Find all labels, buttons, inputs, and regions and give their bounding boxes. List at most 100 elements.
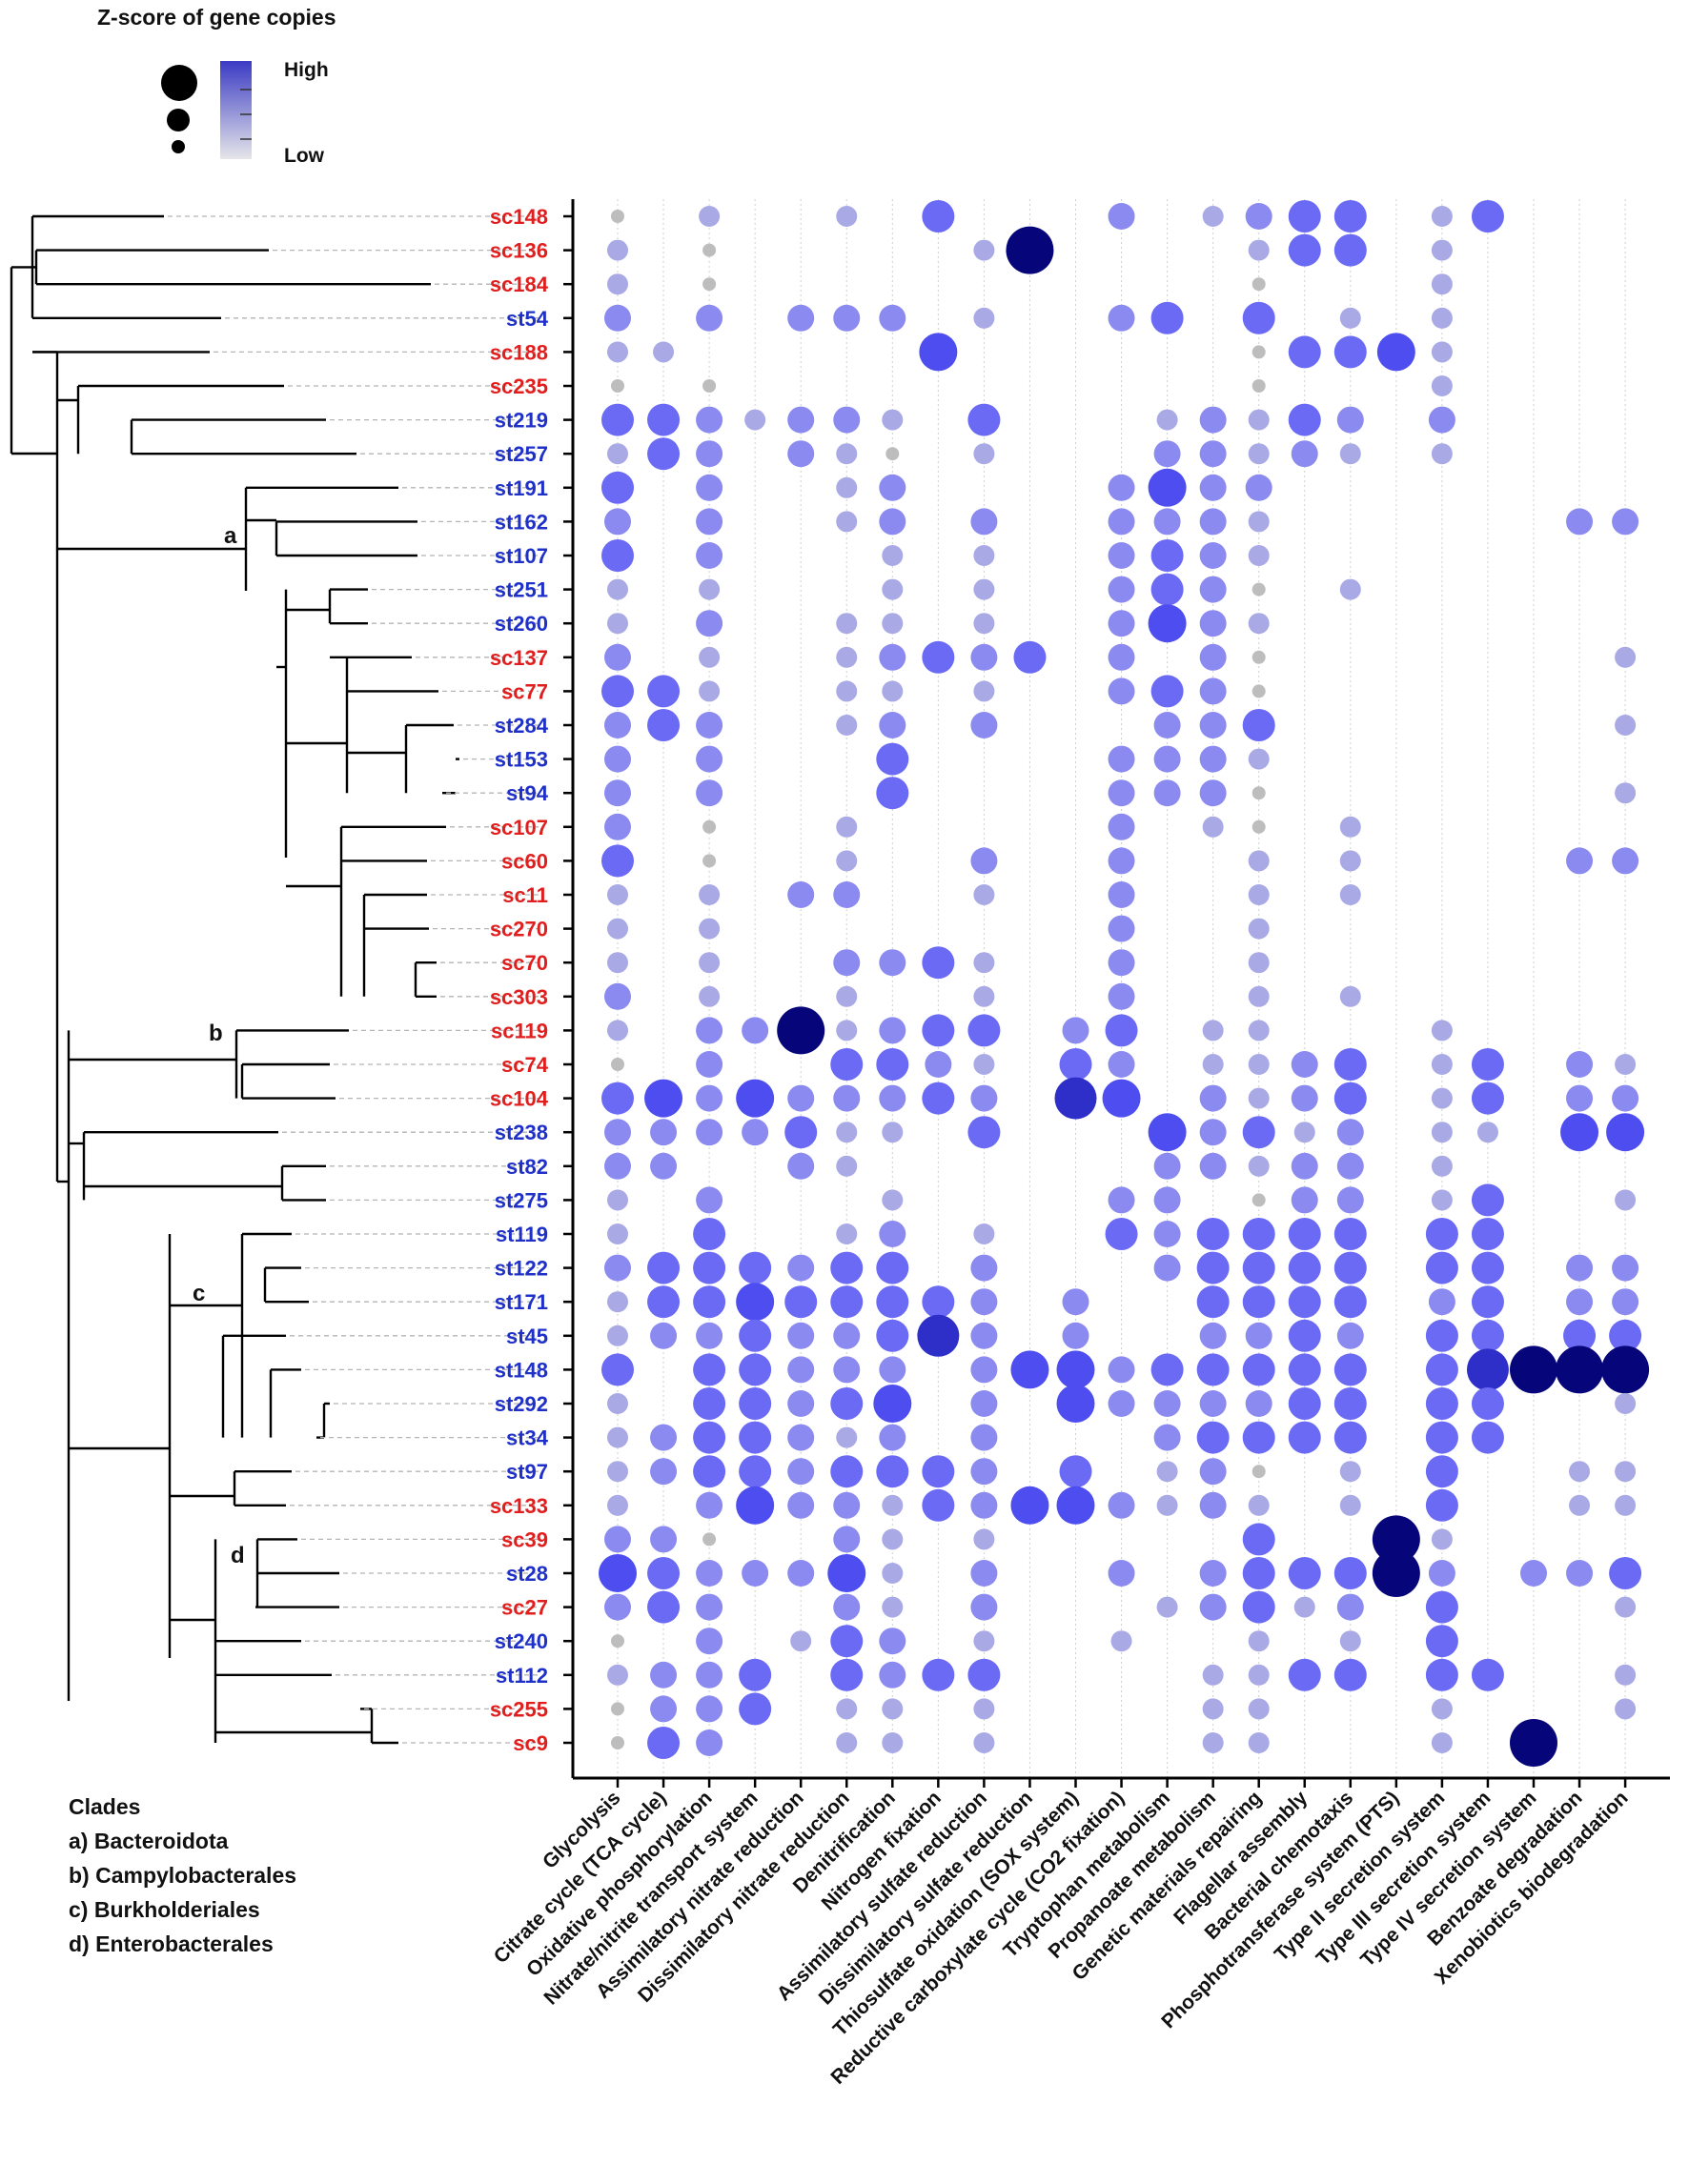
- bubble: [699, 952, 721, 974]
- bubble: [876, 1251, 909, 1284]
- bubble: [1108, 542, 1135, 569]
- bubble: [1569, 1461, 1591, 1483]
- bubble: [836, 1732, 858, 1753]
- legend-low-label: Low: [284, 145, 325, 167]
- bubble: [879, 1424, 906, 1451]
- row-label: sc77: [501, 679, 548, 703]
- bubble: [876, 777, 909, 810]
- bubble: [742, 1017, 769, 1044]
- bubble: [1108, 1356, 1135, 1384]
- bubble: [836, 1223, 858, 1244]
- legend-size-medium: [167, 109, 190, 131]
- bubble: [1560, 1113, 1599, 1152]
- bubble: [1339, 578, 1361, 600]
- bubble: [1288, 1285, 1321, 1319]
- bubble: [882, 1122, 904, 1143]
- bubble: [1248, 884, 1270, 905]
- bubble: [693, 1387, 726, 1420]
- bubble: [882, 680, 904, 702]
- bubble: [1251, 277, 1266, 292]
- bubble: [1199, 1560, 1227, 1587]
- bubble: [1156, 409, 1178, 431]
- bubble: [1242, 301, 1275, 334]
- clade-legend-item: b) Campylobacterales: [69, 1863, 296, 1888]
- bubble: [1333, 1285, 1367, 1319]
- bubble: [882, 1698, 904, 1720]
- bubble: [1431, 1054, 1453, 1075]
- bubble: [922, 1014, 955, 1047]
- bubble: [1471, 1387, 1504, 1420]
- bubble: [1242, 1590, 1275, 1624]
- bubble: [1153, 1186, 1181, 1214]
- bubble: [973, 613, 995, 635]
- bubble: [790, 1630, 812, 1652]
- bubble: [1108, 779, 1135, 807]
- bubble: [879, 1628, 906, 1655]
- row-label: sc235: [490, 374, 548, 398]
- clade-marker-d: d: [231, 1543, 245, 1568]
- bubble: [607, 1461, 628, 1483]
- bubble: [1372, 1515, 1420, 1564]
- bubble: [1431, 1698, 1453, 1720]
- bubble: [882, 545, 904, 566]
- bubble: [1248, 409, 1270, 431]
- bubble: [696, 1628, 723, 1655]
- bubble: [1202, 206, 1224, 227]
- bubble: [1245, 1322, 1272, 1349]
- bubble: [1333, 1353, 1367, 1386]
- bubble: [1563, 1319, 1597, 1352]
- bubble: [922, 1455, 955, 1488]
- bubble: [1431, 341, 1453, 363]
- bubble: [970, 1593, 998, 1621]
- bubble: [922, 200, 955, 233]
- bubble: [1202, 1698, 1224, 1720]
- bubble: [693, 1218, 726, 1250]
- bubble: [647, 1251, 681, 1284]
- bubble: [1196, 1353, 1230, 1386]
- bubble: [650, 1526, 678, 1553]
- bubble: [607, 613, 628, 635]
- bubble: [1288, 1557, 1321, 1589]
- bubble: [1196, 1251, 1230, 1284]
- bubble: [1291, 1084, 1318, 1112]
- bubble: [1150, 301, 1184, 334]
- bubble: [1242, 1557, 1275, 1589]
- bubble: [1199, 508, 1227, 536]
- bubble: [917, 1314, 960, 1357]
- bubble: [1333, 1557, 1367, 1589]
- bubble: [607, 578, 628, 600]
- bubble: [607, 952, 628, 974]
- bubble: [1336, 1322, 1364, 1349]
- bubble: [973, 1732, 995, 1753]
- bubble: [973, 1528, 995, 1550]
- bubble: [1339, 850, 1361, 872]
- bubble: [1293, 1596, 1315, 1618]
- bubble: [739, 1319, 772, 1352]
- bubble: [607, 1494, 628, 1516]
- bubble: [739, 1251, 772, 1284]
- bubble: [1242, 1116, 1275, 1149]
- bubble: [607, 884, 628, 905]
- bubble: [787, 1356, 815, 1384]
- bubble: [601, 1353, 634, 1386]
- bubble: [970, 1322, 998, 1349]
- bubble: [1242, 1353, 1275, 1386]
- row-label: sc9: [513, 1731, 548, 1755]
- bubble: [1108, 745, 1135, 773]
- bubble: [1248, 1087, 1270, 1109]
- bubble: [922, 1658, 955, 1691]
- bubble: [1199, 406, 1227, 434]
- clade-legend-item: c) Burkholderiales: [69, 1897, 260, 1922]
- bubble: [1059, 1048, 1092, 1081]
- row-label: sc39: [501, 1527, 548, 1551]
- bubble: [1148, 604, 1187, 643]
- bubble: [1615, 1461, 1637, 1483]
- bubble: [1566, 1560, 1594, 1587]
- bubble: [882, 1732, 904, 1753]
- bubble: [1006, 226, 1054, 274]
- bubble: [1108, 677, 1135, 705]
- bubble: [607, 1189, 628, 1211]
- bubble: [611, 1702, 624, 1716]
- bubble: [1202, 1054, 1224, 1075]
- bubble: [1153, 745, 1181, 773]
